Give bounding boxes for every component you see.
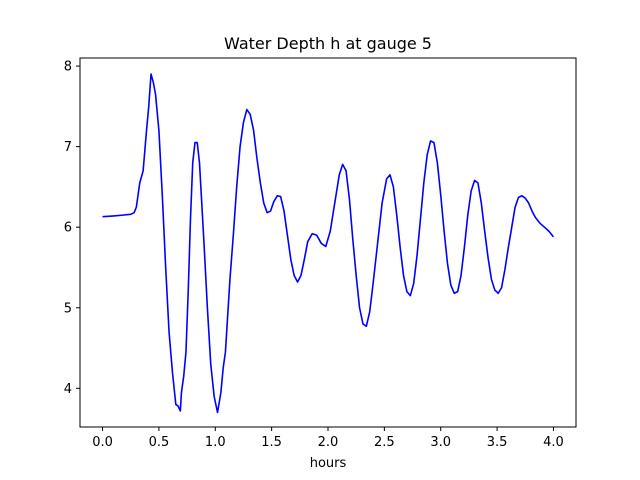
x-axis-ticks: 0.0 0.5 1.0 1.5 2.0 2.5 3.0 3.5 4.0 xyxy=(92,427,564,450)
x-tick-label: 2.0 xyxy=(318,435,339,450)
x-tick-label: 4.0 xyxy=(543,435,564,450)
x-tick-label: 1.0 xyxy=(205,435,226,450)
x-tick-label: 1.5 xyxy=(261,435,282,450)
x-tick-label: 0.5 xyxy=(149,435,170,450)
x-tick-label: 2.5 xyxy=(374,435,395,450)
x-tick-label: 3.5 xyxy=(487,435,508,450)
x-tick-label: 3.0 xyxy=(430,435,451,450)
y-tick-label: 5 xyxy=(64,301,72,316)
series-layer xyxy=(102,73,555,414)
x-axis-label: hours xyxy=(310,456,347,471)
series-line xyxy=(102,73,555,414)
chart-title: Water Depth h at gauge 5 xyxy=(224,34,432,53)
plot-area-frame xyxy=(79,57,577,428)
y-tick-label: 7 xyxy=(64,140,72,155)
y-tick-label: 8 xyxy=(64,60,72,75)
y-axis-ticks: 4 5 6 7 8 xyxy=(64,60,80,397)
y-tick-label: 6 xyxy=(64,221,72,236)
x-tick-label: 0.0 xyxy=(92,435,113,450)
y-tick-label: 4 xyxy=(64,382,72,397)
